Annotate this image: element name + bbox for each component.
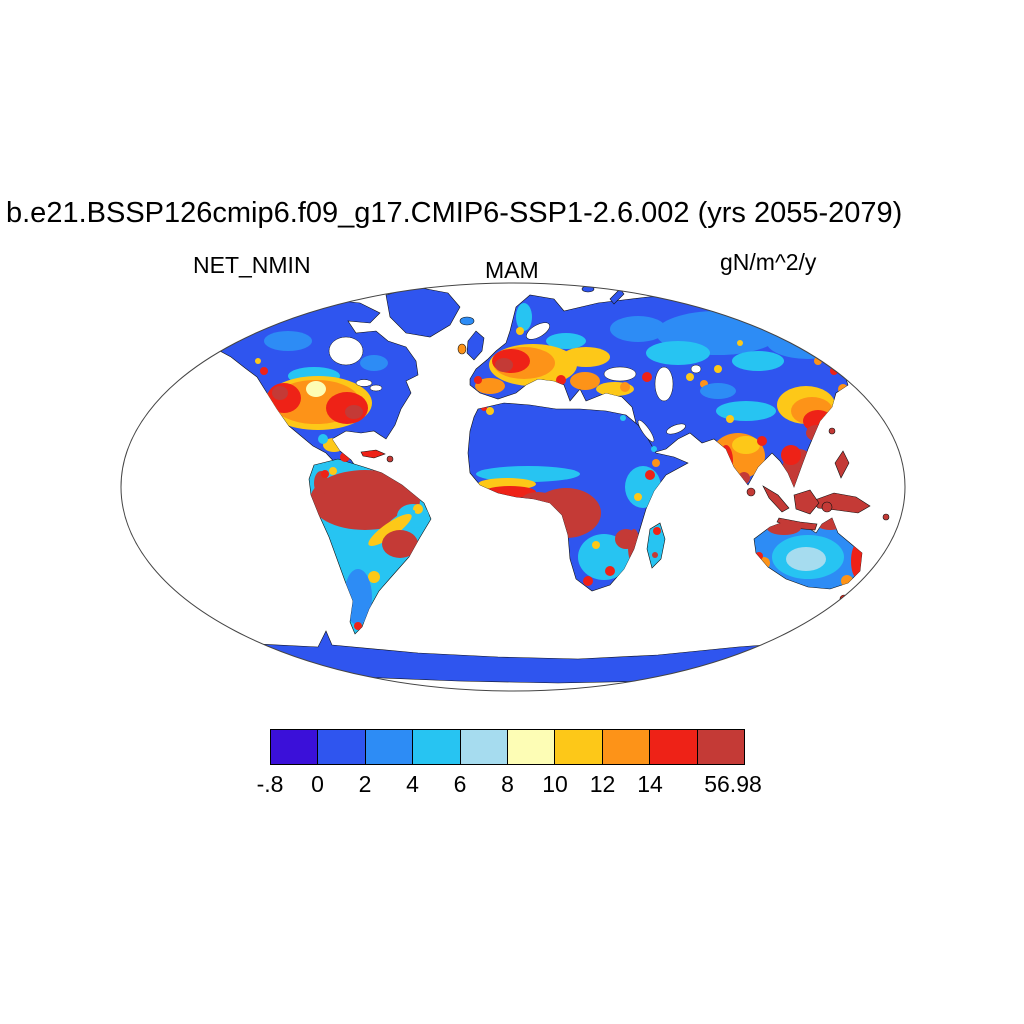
chukotka-wrap-sliver [121, 334, 145, 348]
projection-outline [120, 282, 906, 692]
island-britain [466, 330, 485, 361]
colorbar-tick: 6 [453, 771, 467, 797]
island-taiwan [828, 427, 836, 435]
hudson-bay [328, 336, 364, 366]
colorbar-tick: 0 [311, 771, 324, 797]
island-novaya-zemlya [609, 288, 625, 305]
colorbar-cell [460, 730, 509, 764]
island-new-guinea [811, 492, 871, 514]
colorbar-cell [271, 730, 319, 764]
island-hispaniola [386, 455, 394, 463]
colorbar-cell [650, 730, 698, 764]
colorbar-cell [697, 730, 745, 764]
colorbar-tick: 56.98 [704, 771, 762, 797]
patches-north-america [216, 325, 388, 482]
continent-antarctica [157, 630, 867, 684]
colorbar-cell [555, 730, 603, 764]
island-cuba [360, 449, 386, 459]
colorbar-cell [413, 730, 461, 764]
plot-title: b.e21.BSSP126cmip6.f09_g17.CMIP6-SSP1-2.… [6, 197, 903, 229]
island-new-zealand-south [864, 584, 881, 601]
continent-greenland [385, 286, 461, 338]
great-lakes-west [355, 379, 373, 387]
baltic-sea [526, 322, 550, 340]
season-label: MAM [485, 257, 539, 283]
island-iceland [459, 316, 475, 326]
island-sri-lanka [746, 487, 756, 497]
island-borneo [793, 489, 820, 515]
robinson-map-svg [120, 282, 906, 692]
variable-label: NET_NMIN [193, 252, 311, 278]
colorbar-tick: 12 [589, 771, 616, 797]
patch-japan [874, 395, 882, 403]
black-sea [603, 366, 637, 382]
colorbar-cell [602, 730, 651, 764]
island-hokkaido [872, 369, 882, 379]
colorbar-tick: 8 [501, 771, 514, 797]
patch-madagascar-north [653, 527, 661, 535]
colorbar-tick: 2 [358, 771, 372, 797]
colorbar-tick: -.8 [256, 771, 284, 797]
colorbar-tick: 4 [406, 771, 419, 797]
colorbar-tick: 14 [637, 771, 663, 797]
red-sea [637, 419, 655, 443]
colorbar-tick-labels: -.8 0 2 4 6 8 10 12 14 56.98 [257, 771, 762, 801]
inland-seas [328, 322, 702, 443]
caspian-sea [654, 366, 674, 402]
units-label: gN/m^2/y [720, 249, 817, 275]
island-sulawesi [821, 501, 833, 513]
aral-sea [690, 364, 702, 374]
island-melanesia [882, 513, 890, 521]
island-sumatra [762, 485, 790, 513]
island-japan [869, 378, 885, 413]
persian-gulf [666, 423, 686, 435]
island-ireland [457, 343, 467, 355]
colorbar-cell [508, 730, 556, 764]
world-map [118, 281, 908, 693]
colorbar-tick: 10 [542, 771, 568, 797]
island-new-zealand-north [872, 570, 887, 587]
colorbar [270, 729, 745, 765]
colorbar-cell [365, 730, 414, 764]
patch-madagascar-south [652, 552, 658, 558]
colorbar-cell [318, 730, 366, 764]
island-philippines [834, 450, 850, 479]
great-lakes-east [369, 384, 383, 392]
